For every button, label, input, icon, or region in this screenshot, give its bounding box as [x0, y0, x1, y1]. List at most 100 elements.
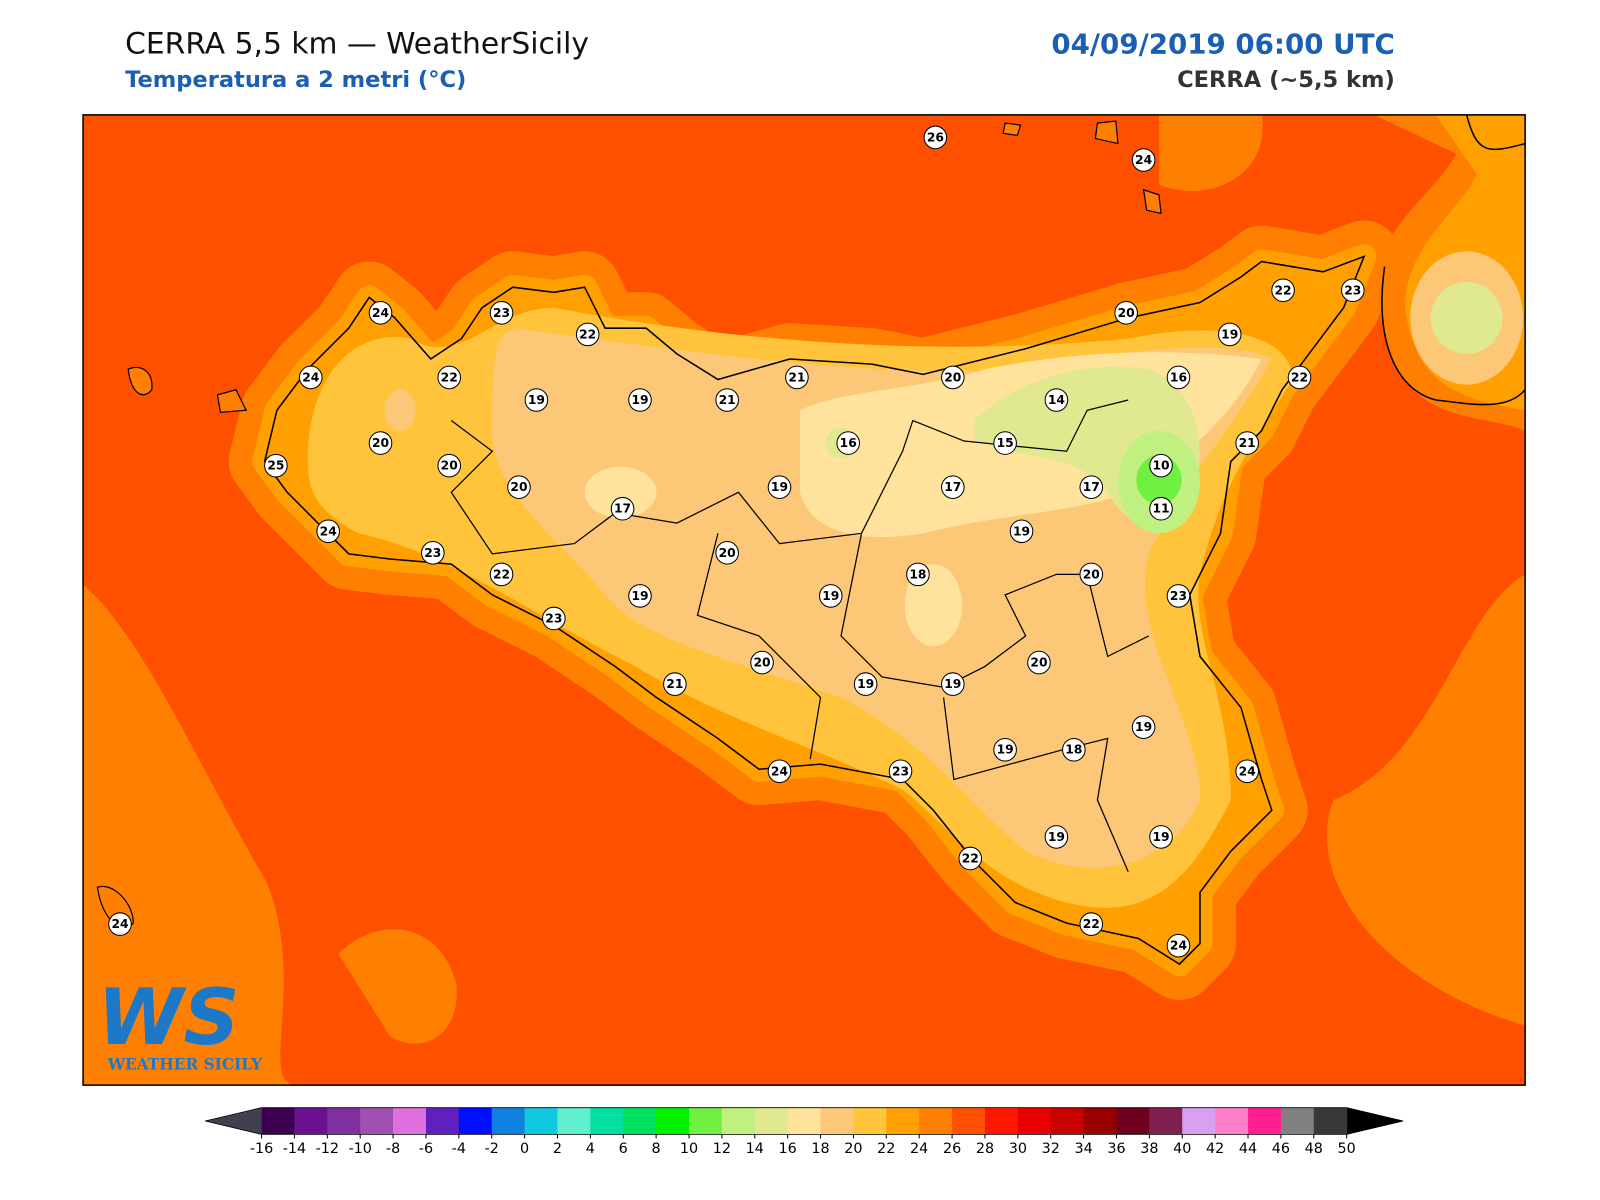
station-value: 14 — [1048, 393, 1065, 407]
station-marker — [1079, 475, 1104, 499]
station-marker — [923, 125, 948, 150]
station-marker — [1235, 759, 1259, 784]
model: CERRA (~5,5 km) — [1177, 67, 1395, 93]
station-marker — [941, 475, 965, 499]
colorbar-bin — [656, 1107, 690, 1135]
colorbar-tick-label: 22 — [877, 1141, 895, 1157]
station-marker — [368, 301, 393, 325]
colorbar-bin — [1149, 1107, 1183, 1135]
station-marker — [368, 431, 393, 455]
station-value: 11 — [1152, 502, 1169, 516]
colorbar-bin — [557, 1107, 591, 1135]
colorbar-bin — [425, 1107, 460, 1135]
colorbar-bin — [886, 1107, 920, 1135]
station-marker — [628, 584, 652, 608]
station-value: 20 — [944, 370, 961, 384]
colorbar-tick-label: 46 — [1272, 1141, 1290, 1157]
station-marker — [524, 388, 549, 412]
station-marker — [489, 562, 514, 587]
station-value: 21 — [666, 677, 683, 691]
station-value: 24 — [320, 524, 337, 538]
colorbar-bin — [327, 1107, 361, 1135]
calabria-core — [1430, 282, 1503, 354]
logo-text: WEATHER SICILY — [107, 1056, 263, 1074]
colorbar-bin — [360, 1107, 394, 1135]
colorbar-tick-label: -14 — [283, 1141, 306, 1157]
colorbar-tick-label: 40 — [1173, 1141, 1191, 1157]
colorbar-tick-label: 30 — [1009, 1141, 1027, 1157]
station-marker — [767, 475, 792, 499]
station-value: 24 — [111, 917, 128, 931]
station-marker — [437, 365, 462, 390]
colorbar-tick-label: 36 — [1107, 1141, 1125, 1157]
station-marker — [750, 650, 774, 675]
station-value: 19 — [631, 393, 648, 407]
sea-contour — [1326, 574, 1526, 1026]
station-value: 21 — [719, 393, 736, 407]
station-marker — [906, 562, 930, 587]
colorbar-bin — [820, 1107, 854, 1135]
station-marker — [1149, 496, 1173, 521]
station-value: 19 — [1152, 830, 1169, 844]
colorbar-tick-label: -8 — [386, 1141, 400, 1157]
colorbar-tick-label: 28 — [976, 1141, 994, 1157]
station-marker — [628, 388, 652, 412]
station-value: 22 — [962, 851, 979, 865]
colorbar-tick-label: 34 — [1074, 1141, 1092, 1157]
station-value: 19 — [528, 393, 545, 407]
station-marker — [489, 301, 514, 325]
station-value: 19 — [631, 589, 648, 603]
station-marker — [1217, 322, 1242, 347]
station-marker — [1027, 650, 1051, 675]
colorbar-tick-label: 50 — [1338, 1141, 1356, 1157]
sea-contour — [83, 584, 298, 1086]
station-value: 19 — [822, 589, 839, 603]
station-marker — [853, 672, 878, 696]
colorbar-tick-label: 26 — [943, 1141, 961, 1157]
calabria-coast — [1381, 114, 1526, 406]
station-value: 19 — [1135, 720, 1152, 734]
station-marker — [1131, 715, 1156, 739]
colorbar-bin — [721, 1107, 756, 1135]
station-value: 21 — [1239, 436, 1256, 450]
colorbar-bin — [623, 1107, 657, 1135]
station-marker — [1114, 301, 1138, 325]
station-value: 22 — [493, 567, 510, 581]
station-value: 26 — [927, 130, 944, 144]
colorbar: -16 -14 -12 -10 -8 -6 -4 -2 0 2 4 6 8 10 12 14 16 18 20 22 2… — [205, 1107, 1404, 1157]
station-marker — [264, 453, 288, 478]
colorbar-tick-label: 48 — [1305, 1141, 1323, 1157]
station-value: 19 — [1221, 327, 1238, 341]
station-marker — [1271, 278, 1295, 303]
colorbar-under — [205, 1107, 262, 1135]
colorbar-bin — [1248, 1107, 1282, 1135]
colorbar-bin — [1017, 1107, 1052, 1135]
colorbar-tick-label: 42 — [1206, 1141, 1224, 1157]
colorbar-bin — [1215, 1107, 1249, 1135]
station-value: 20 — [719, 546, 736, 560]
station-marker — [958, 846, 983, 871]
station-value: 24 — [1170, 939, 1187, 953]
colorbar-bin — [1116, 1107, 1150, 1135]
colorbar-bin — [458, 1107, 493, 1135]
colorbar-bin — [491, 1107, 526, 1135]
station-value: 19 — [944, 677, 961, 691]
station-value: 20 — [510, 480, 527, 494]
colorbar-tick-label: -12 — [316, 1141, 339, 1157]
subtitle: Temperatura a 2 metri (°C) — [125, 67, 466, 93]
colorbar-tick-label: 12 — [713, 1141, 731, 1157]
station-marker — [575, 322, 600, 347]
colorbar-bin — [984, 1107, 1019, 1135]
station-value: 17 — [614, 502, 631, 516]
station-value: 23 — [1170, 589, 1187, 603]
station-marker — [941, 365, 965, 390]
datetime: 04/09/2019 06:00 UTC — [1051, 27, 1394, 60]
colorbar-bin — [393, 1107, 427, 1135]
station-marker — [1009, 519, 1034, 544]
colorbar-bin — [1182, 1107, 1216, 1135]
sea-contour — [338, 929, 457, 1044]
colorbar-tick-label: -2 — [485, 1141, 499, 1157]
colorbar-over — [1346, 1107, 1404, 1135]
colorbar-tick-label: 14 — [746, 1141, 764, 1157]
colorbar-tick-label: -4 — [452, 1141, 466, 1157]
